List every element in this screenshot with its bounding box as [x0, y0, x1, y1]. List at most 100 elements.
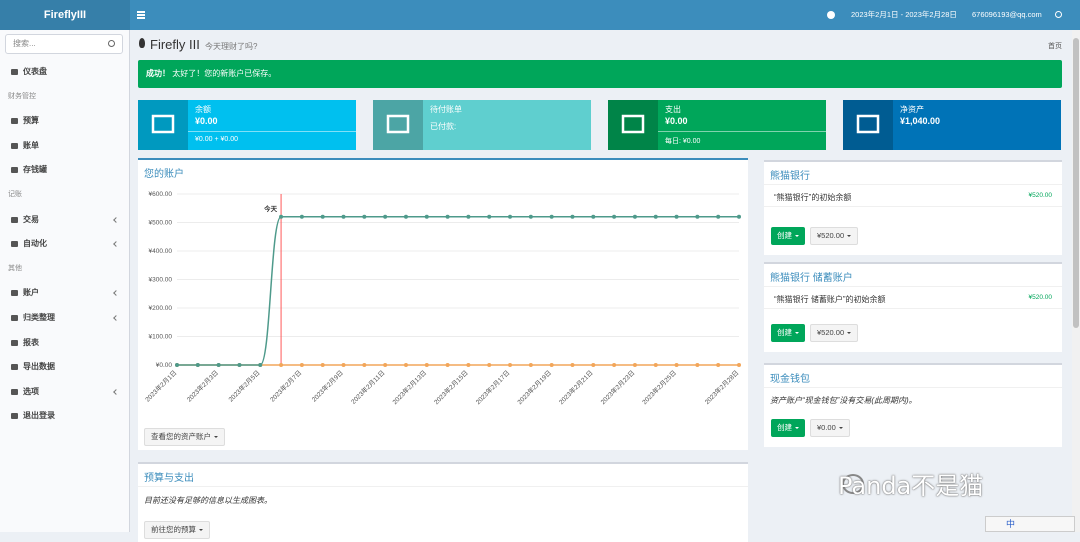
- y-tick-label: ¥100.00: [149, 334, 173, 341]
- info-box-footer: ¥0.00 + ¥0.00: [195, 136, 239, 143]
- menu-item[interactable]: 归类整理: [0, 306, 129, 331]
- create-button[interactable]: 创建: [771, 419, 805, 437]
- x-tick-label: 2023年2月11日: [349, 368, 387, 406]
- menu-section: 其他: [0, 257, 129, 282]
- menu-item[interactable]: 存钱罐: [0, 158, 129, 183]
- data-point: [383, 214, 388, 219]
- data-point: [695, 214, 700, 219]
- menu-item[interactable]: 交易: [0, 208, 129, 233]
- menu-icon: [11, 388, 18, 395]
- button-label: ¥520.00: [817, 328, 845, 337]
- transaction-description[interactable]: “熊猫银行”的初始余额: [774, 193, 852, 202]
- divider: [764, 308, 1062, 309]
- data-point: [570, 363, 575, 367]
- menu-item[interactable]: 选项: [0, 380, 129, 405]
- data-point: [508, 363, 513, 367]
- data-point: [445, 363, 450, 367]
- data-point: [716, 363, 721, 367]
- data-point: [737, 214, 741, 219]
- divider: [764, 387, 1062, 388]
- y-tick-label: ¥300.00: [149, 277, 173, 284]
- data-point: [175, 363, 179, 367]
- menu-label: 仪表盘: [23, 67, 47, 76]
- menu-item[interactable]: 自动化: [0, 232, 129, 257]
- view-accounts-button[interactable]: 查看您的资产账户: [144, 428, 225, 446]
- logo-icon: [139, 38, 145, 48]
- menu-item[interactable]: 导出数据: [0, 355, 129, 380]
- x-tick-label: 2023年2月21日: [557, 368, 595, 406]
- breadcrumb[interactable]: 首页: [1048, 43, 1062, 50]
- x-tick-label: 2023年2月15日: [432, 368, 470, 406]
- menu-icon: [11, 314, 18, 321]
- menu-item[interactable]: 账户: [0, 281, 129, 306]
- top-bar: FireflyIII 2023年2月1日 - 2023年2月28日 676096…: [0, 0, 1080, 30]
- data-point: [424, 363, 429, 367]
- data-point: [737, 363, 741, 367]
- button-label: 创建: [777, 328, 792, 337]
- data-point: [237, 363, 242, 367]
- menu-item[interactable]: 账单: [0, 134, 129, 159]
- go-budget-button[interactable]: 前往您的预算: [144, 521, 210, 539]
- y-tick-label: ¥400.00: [149, 248, 173, 255]
- menu-label: 自动化: [23, 239, 47, 249]
- submenu-arrow: [113, 290, 119, 297]
- search-box[interactable]: 搜索...: [5, 34, 123, 54]
- user-email[interactable]: 676096193@qq.com: [972, 10, 1042, 19]
- create-button[interactable]: 创建: [771, 227, 805, 245]
- settings-icon[interactable]: [1055, 11, 1062, 18]
- page-subtitle: 今天理财了吗?: [205, 42, 258, 51]
- info-box-divider: [188, 131, 356, 132]
- brand[interactable]: FireflyIII: [0, 0, 130, 30]
- divider: [764, 286, 1062, 287]
- balance-button[interactable]: ¥520.00: [810, 227, 859, 245]
- info-box-icon: [843, 100, 893, 150]
- menu-icon: [11, 167, 18, 174]
- help-icon[interactable]: [827, 11, 835, 19]
- data-point: [424, 214, 429, 219]
- menu-item[interactable]: 报表: [0, 331, 129, 356]
- data-point: [320, 214, 325, 219]
- info-box: 支出 ¥0.00 每日: ¥0.00: [608, 100, 826, 150]
- transaction-description[interactable]: “熊猫银行 储蓄账户”的初始余额: [774, 295, 886, 304]
- ime-toolbar[interactable]: 中: [985, 516, 1075, 532]
- data-point: [528, 363, 533, 367]
- accounts-chart-box: 您的账户 ¥0.00 ¥100.00 ¥200.00 ¥300.00 ¥400.00 ¥5…: [138, 158, 748, 450]
- menu-label: 报表: [23, 337, 39, 347]
- menu-item[interactable]: 退出登录: [0, 404, 129, 429]
- data-point: [362, 214, 367, 219]
- button-label: 前往您的预算: [151, 525, 196, 534]
- info-box-icon: [373, 100, 423, 150]
- success-alert: 成功！ 太好了！您的新账户已保存。: [138, 60, 1062, 88]
- menu-label: 交易: [23, 214, 39, 224]
- data-point: [258, 363, 263, 367]
- menu-item[interactable]: 预算: [0, 109, 129, 134]
- menu-section: 财务管控: [0, 85, 129, 110]
- box-title: 熊猫银行: [770, 171, 810, 182]
- x-tick-label: 2023年2月5日: [226, 368, 261, 403]
- menu-label: 财务管控: [8, 92, 36, 100]
- balance-button[interactable]: ¥520.00: [810, 324, 859, 342]
- x-tick-label: 2023年2月23日: [598, 368, 636, 406]
- data-point: [549, 363, 554, 367]
- y-tick-label: ¥500.00: [149, 220, 173, 227]
- menu-label: 选项: [23, 386, 39, 396]
- menu-item[interactable]: 仪表盘: [0, 60, 129, 85]
- data-point: [403, 214, 408, 219]
- data-point: [612, 363, 617, 367]
- date-range[interactable]: 2023年2月1日 - 2023年2月28日: [851, 10, 957, 19]
- today-label: 今天: [264, 204, 278, 213]
- ime-mode: 中: [1006, 519, 1016, 529]
- balance-button[interactable]: ¥0.00: [810, 419, 850, 437]
- data-point: [632, 214, 637, 219]
- scrollbar[interactable]: [1072, 30, 1080, 532]
- data-point: [216, 363, 221, 367]
- data-point: [695, 363, 700, 367]
- info-box: 待付账单 已付款:: [373, 100, 591, 150]
- create-button[interactable]: 创建: [771, 324, 805, 342]
- menu-toggle[interactable]: [137, 11, 145, 19]
- watermark: Panda不是猫: [838, 472, 984, 500]
- account-box: 熊猫银行 储蓄账户 “熊猫银行 储蓄账户”的初始余额 ¥520.00 创建 ¥520.0…: [764, 262, 1062, 352]
- x-tick-label: 2023年2月17日: [473, 368, 511, 406]
- submenu-arrow: [113, 241, 119, 247]
- button-label: 查看您的资产账户: [151, 432, 211, 441]
